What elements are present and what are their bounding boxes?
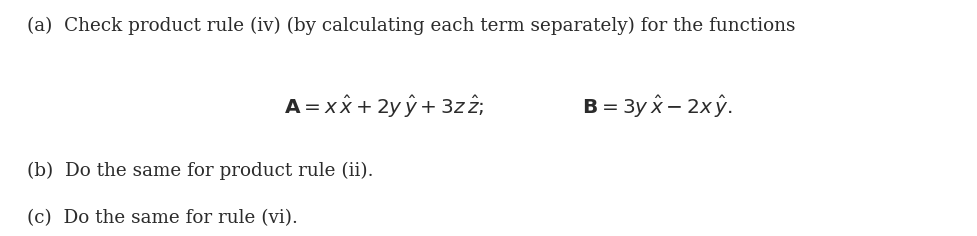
Text: $\mathbf{B} = 3y\,\hat{x} - 2x\,\hat{y}.$: $\mathbf{B} = 3y\,\hat{x} - 2x\,\hat{y}.…	[581, 94, 732, 120]
Text: (b)  Do the same for product rule (ii).: (b) Do the same for product rule (ii).	[27, 162, 373, 180]
Text: $\mathbf{A} = x\,\hat{x} + 2y\,\hat{y} + 3z\,\hat{z};$: $\mathbf{A} = x\,\hat{x} + 2y\,\hat{y} +…	[283, 94, 484, 120]
Text: (a)  Check product rule (iv) (by calculating each term separately) for the funct: (a) Check product rule (iv) (by calculat…	[27, 17, 795, 35]
Text: (c)  Do the same for rule (vi).: (c) Do the same for rule (vi).	[27, 209, 298, 227]
